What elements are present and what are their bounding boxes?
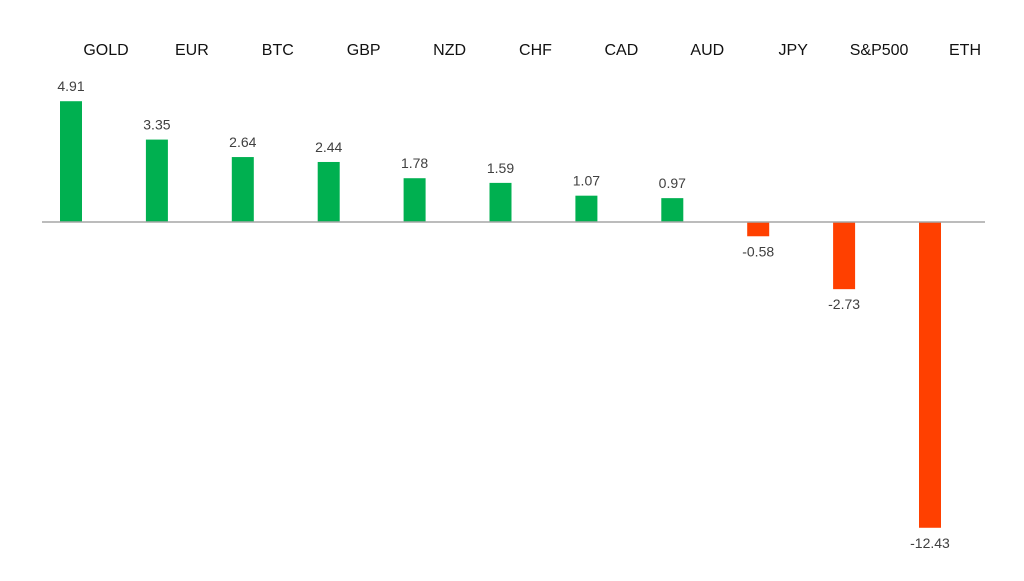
bar-btc xyxy=(231,157,254,222)
category-label-aud: AUD xyxy=(690,42,724,59)
value-label-chf: 1.59 xyxy=(487,160,514,176)
value-label-btc: 2.64 xyxy=(229,134,256,150)
bar-eth xyxy=(919,222,941,528)
bar-gold xyxy=(60,101,82,222)
category-label-gbp: GBP xyxy=(347,42,381,59)
value-label-gbp: 2.44 xyxy=(315,139,342,155)
category-label-nzd: NZD xyxy=(433,42,466,59)
bar-jpy xyxy=(747,222,770,237)
bar-eur xyxy=(145,139,168,222)
category-label-eth: ETH xyxy=(949,42,981,59)
category-label-chf: CHF xyxy=(519,42,552,59)
value-label-gold: 4.91 xyxy=(57,78,84,94)
bar-aud xyxy=(661,198,684,222)
bar-nzd xyxy=(403,178,426,222)
value-label-eur: 3.35 xyxy=(143,117,170,133)
value-labels: 4.91 3.35 2.64 2.44 1.78 1.59 1.07 0.97 -0.58 -2.… xyxy=(57,78,950,551)
value-label-jpy: -0.58 xyxy=(742,243,774,259)
category-label-gold: GOLD xyxy=(83,42,128,59)
value-label-nzd: 1.78 xyxy=(401,155,428,171)
value-label-eth: -12.43 xyxy=(910,535,950,551)
bar-chf xyxy=(489,182,512,222)
bars xyxy=(60,101,941,528)
bar-s-p500 xyxy=(833,222,856,290)
category-label-eur: EUR xyxy=(175,42,209,59)
value-label-cad: 1.07 xyxy=(573,173,600,189)
value-label-s-p500: -2.73 xyxy=(828,296,860,312)
value-label-aud: 0.97 xyxy=(659,175,686,191)
category-labels: GOLD EUR BTC GBP NZD CHF CAD AUD JPY S&P500 ETH xyxy=(83,42,981,59)
category-label-cad: CAD xyxy=(605,42,639,59)
category-label-btc: BTC xyxy=(262,42,294,59)
category-label-jpy: JPY xyxy=(779,42,809,59)
category-label-s-p500: S&P500 xyxy=(850,42,909,59)
bar-gbp xyxy=(317,161,340,222)
bar-cad xyxy=(575,195,598,222)
